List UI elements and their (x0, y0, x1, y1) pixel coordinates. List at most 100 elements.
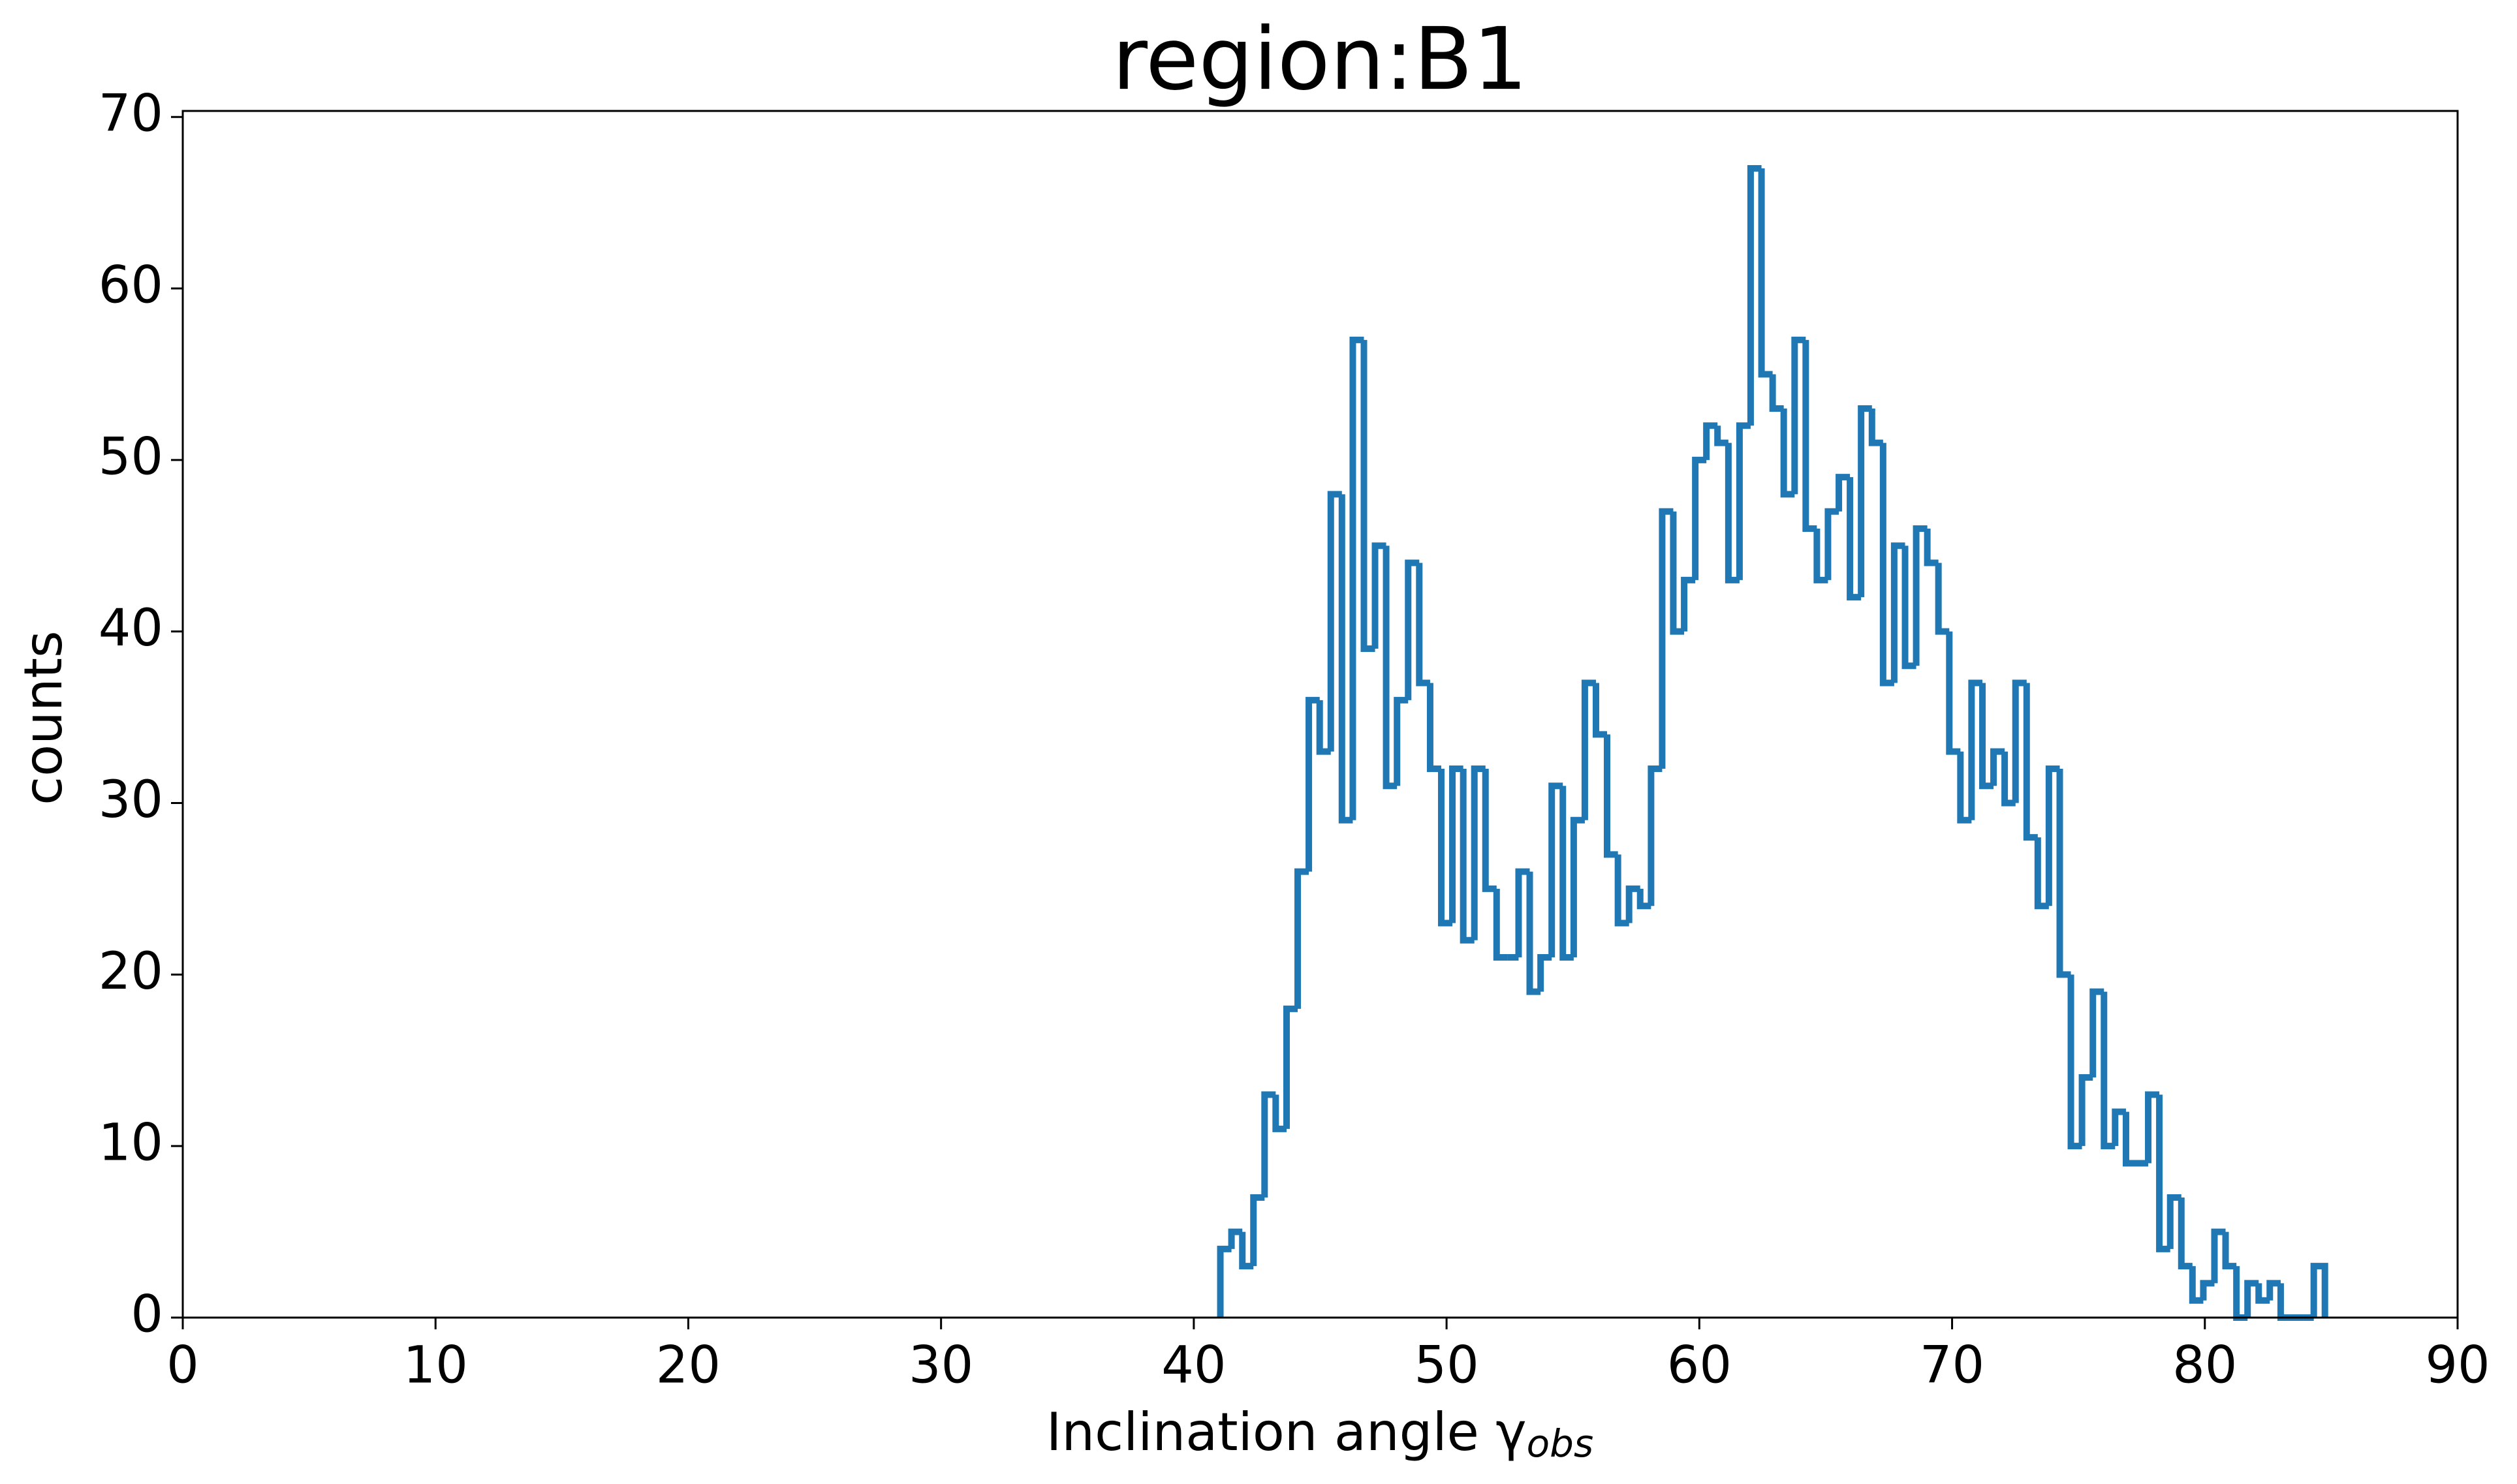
histogram-step (1625, 885, 1640, 923)
histogram-step (1681, 576, 1696, 632)
histogram-step (1316, 700, 1331, 755)
histogram-step (1437, 768, 1453, 927)
histogram-step (1604, 734, 1618, 858)
histogram-step (1217, 1245, 1232, 1318)
histogram-step (1836, 474, 1851, 512)
chart-title: region:B1 (1112, 9, 1527, 110)
histogram-step (2266, 1280, 2281, 1301)
histogram-step (1736, 422, 1751, 580)
x-axis-label-subscript: obs (1527, 1421, 1594, 1466)
histogram-step (2112, 1108, 2126, 1147)
histogram-step (1901, 546, 1916, 670)
histogram-step (1261, 1091, 1276, 1198)
histogram-step (1449, 765, 1463, 923)
histogram-step (1813, 528, 1828, 583)
histogram-step (1924, 528, 1939, 566)
histogram-step (1703, 422, 1718, 460)
histogram-step (1570, 816, 1585, 958)
histogram-step (2211, 1228, 2226, 1284)
histogram-step (2255, 1283, 2270, 1304)
histogram-step (2078, 1074, 2093, 1147)
histogram-step (1946, 631, 1961, 755)
x-axis-label-text: Inclination angle γ (1046, 1402, 1527, 1462)
histogram-step (1648, 765, 1663, 906)
plot-frame (181, 110, 2459, 1319)
x-tick-label: 20 (656, 1336, 721, 1395)
histogram-step (1747, 165, 1762, 426)
histogram-step (1305, 696, 1320, 872)
histogram-step (1935, 563, 1950, 635)
histogram-step (1460, 768, 1475, 944)
histogram-step (2023, 683, 2038, 841)
histogram-step (2156, 1094, 2170, 1252)
y-tick-label: 30 (99, 771, 163, 829)
histogram-step (2310, 1263, 2328, 1318)
histogram-step (1272, 1094, 1287, 1132)
histogram-step (1482, 768, 1497, 892)
x-tick-label: 0 (166, 1336, 199, 1395)
histogram-step (1614, 854, 1629, 927)
histogram-step (1239, 1231, 1254, 1270)
histogram-step (1283, 1005, 1298, 1129)
histogram-step (1670, 511, 1685, 635)
histogram-step (1879, 442, 1894, 687)
histogram-step (1968, 679, 1983, 820)
y-tick-label: 40 (99, 599, 163, 658)
histogram-step (1349, 336, 1364, 820)
histogram-step (2034, 837, 2049, 910)
histogram-step (1548, 782, 1563, 958)
histogram-step (1526, 871, 1541, 995)
x-tick-label: 60 (1667, 1336, 1732, 1395)
histogram-step (1858, 405, 1872, 598)
y-axis-label: counts (13, 630, 74, 805)
y-tick-label: 50 (99, 427, 163, 486)
x-tick-label: 70 (1920, 1336, 1984, 1395)
histogram-step (1758, 168, 1773, 378)
histogram-step (1780, 409, 1795, 498)
y-tick-label: 10 (99, 1114, 163, 1173)
histogram-step (2244, 1280, 2259, 1318)
histogram-step (1416, 563, 1430, 687)
histogram-step (1714, 425, 1728, 446)
histogram-step (1847, 477, 1862, 601)
histogram-step (1426, 683, 1441, 772)
histogram-step (1559, 786, 1574, 961)
histogram-step (2222, 1231, 2237, 1270)
histogram-step (1250, 1194, 1265, 1267)
x-tick-label: 10 (403, 1336, 468, 1395)
x-tick-label: 50 (1414, 1336, 1478, 1395)
histogram-step (1471, 765, 1486, 940)
histogram-step (1405, 559, 1420, 700)
histogram-step (2045, 765, 2060, 906)
histogram-step (1868, 409, 1883, 446)
histogram-step (1725, 442, 1740, 583)
histogram-step (1592, 683, 1607, 738)
histogram-step (2166, 1194, 2181, 1249)
histogram-step (2189, 1266, 2204, 1304)
histogram-step (2012, 679, 2027, 803)
histogram-step (1769, 374, 1784, 412)
histogram-step (2145, 1091, 2160, 1164)
histogram-step (2178, 1198, 2193, 1270)
histogram-step (1537, 954, 1552, 992)
x-tick-label: 80 (2172, 1336, 2237, 1395)
histogram-step (1802, 339, 1817, 532)
histogram-step (2122, 1111, 2137, 1167)
histogram-step (1338, 494, 1353, 824)
histogram-step (1360, 339, 1375, 652)
histogram-step (2277, 1283, 2292, 1321)
histogram-step (1957, 751, 1972, 824)
y-tick-label: 0 (131, 1285, 163, 1344)
histogram-step (1581, 679, 1596, 820)
histogram-step (2056, 768, 2071, 978)
x-axis-label: Inclination angle γobs (1046, 1402, 1593, 1466)
y-tick-label: 60 (99, 256, 163, 315)
x-tick-label: 30 (909, 1336, 973, 1395)
histogram-step (1890, 542, 1905, 683)
histogram-step (2101, 991, 2116, 1150)
histogram-step (1371, 542, 1386, 649)
x-tick-label: 90 (2425, 1336, 2490, 1395)
histogram-step (2067, 974, 2082, 1150)
